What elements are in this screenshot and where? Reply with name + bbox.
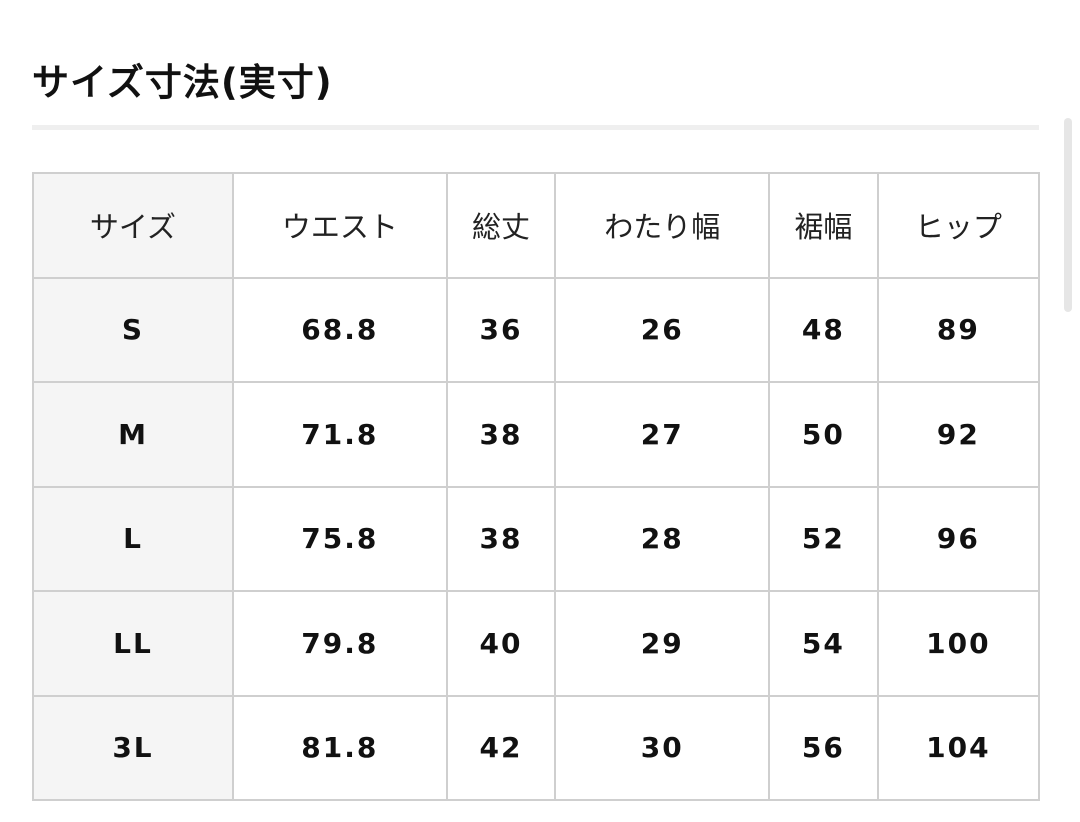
cell-thigh: 27 (554, 381, 771, 488)
divider (32, 125, 1039, 130)
cell-hip: 89 (876, 276, 1041, 383)
size-table: サイズ ウエスト 総丈 わたり幅 裾幅 ヒップ S 68.8 36 26 48 89 M 71… (32, 172, 1041, 801)
cell-hem: 54 (768, 590, 879, 697)
header-hem: 裾幅 (768, 172, 879, 279)
cell-waist: 75.8 (232, 485, 448, 592)
header-waist: ウエスト (232, 172, 448, 279)
cell-length: 42 (445, 694, 557, 801)
cell-length: 38 (445, 381, 557, 488)
cell-thigh: 29 (554, 590, 771, 697)
table-row: S 68.8 36 26 48 89 (32, 276, 1041, 383)
cell-length: 38 (445, 485, 557, 592)
table-row: L 75.8 38 28 52 96 (32, 485, 1041, 592)
cell-waist: 68.8 (232, 276, 448, 383)
header-hip: ヒップ (876, 172, 1041, 279)
cell-length: 40 (445, 590, 557, 697)
table-row: M 71.8 38 27 50 92 (32, 381, 1041, 488)
cell-hip: 104 (876, 694, 1041, 801)
cell-size: S (32, 276, 234, 383)
cell-hip: 92 (876, 381, 1041, 488)
header-thigh: わたり幅 (554, 172, 771, 279)
page-title: サイズ寸法(実寸) (32, 61, 333, 104)
cell-length: 36 (445, 276, 557, 383)
cell-thigh: 26 (554, 276, 771, 383)
cell-waist: 71.8 (232, 381, 448, 488)
table-row: LL 79.8 40 29 54 100 (32, 590, 1041, 697)
cell-hip: 100 (876, 590, 1041, 697)
cell-hem: 50 (768, 381, 879, 488)
cell-hem: 52 (768, 485, 879, 592)
table-row: 3L 81.8 42 30 56 104 (32, 694, 1041, 801)
header-size: サイズ (32, 172, 234, 279)
cell-waist: 79.8 (232, 590, 448, 697)
cell-size: LL (32, 590, 234, 697)
cell-size: 3L (32, 694, 234, 801)
table-header-row: サイズ ウエスト 総丈 わたり幅 裾幅 ヒップ (32, 172, 1041, 279)
cell-hem: 56 (768, 694, 879, 801)
cell-thigh: 30 (554, 694, 771, 801)
cell-hip: 96 (876, 485, 1041, 592)
cell-waist: 81.8 (232, 694, 448, 801)
scrollbar[interactable] (1064, 118, 1072, 312)
header-length: 総丈 (445, 172, 557, 279)
cell-thigh: 28 (554, 485, 771, 592)
cell-size: L (32, 485, 234, 592)
cell-hem: 48 (768, 276, 879, 383)
cell-size: M (32, 381, 234, 488)
